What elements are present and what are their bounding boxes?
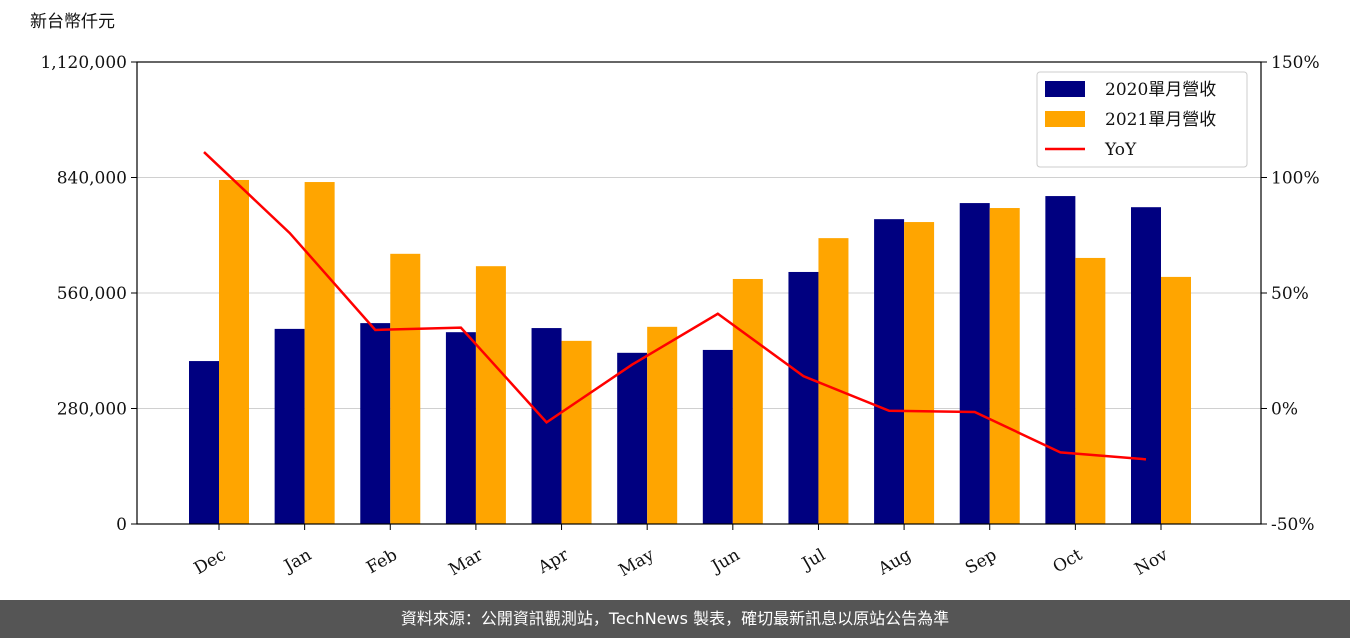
legend-label: 2021單月營收 xyxy=(1105,110,1216,130)
legend-swatch xyxy=(1045,81,1085,97)
bar xyxy=(1161,276,1191,524)
bar xyxy=(189,361,219,524)
x-tick-label: Aug xyxy=(874,545,915,580)
y-tick-label: 0 xyxy=(116,515,127,535)
x-tick-label: Nov xyxy=(1131,545,1171,580)
bar xyxy=(904,222,935,525)
bar xyxy=(304,182,335,524)
x-tick-label: Jun xyxy=(707,545,744,578)
legend-box xyxy=(1036,71,1248,168)
y-axis-label: 新台幣仟元 xyxy=(30,12,115,32)
y2-tick-label: 0% xyxy=(1271,400,1298,420)
y2-tick-label: 50% xyxy=(1271,284,1309,304)
bar xyxy=(390,253,421,524)
bar xyxy=(219,179,249,524)
bar xyxy=(475,266,506,524)
x-tick-label: Sep xyxy=(962,545,1000,579)
x-tick-label: Mar xyxy=(446,545,488,581)
y-tick-label: 1,120,000 xyxy=(40,53,127,73)
bar xyxy=(702,349,733,524)
bar xyxy=(617,352,648,524)
legend-label: YoY xyxy=(1104,140,1137,160)
x-tick-label: Oct xyxy=(1050,545,1086,578)
line xyxy=(203,151,1147,461)
chart: 新台幣仟元 0 280,000 560,000 840,000 1,120,000 -50… xyxy=(30,12,1320,581)
x-tick-label: May xyxy=(616,545,659,581)
y-tick-label: 560,000 xyxy=(57,284,127,304)
y2-tick-label: 100% xyxy=(1271,169,1320,189)
footer: 資料來源：公開資訊觀測站，TechNews 製表，確切最新訊息以原站公告為準 xyxy=(0,600,1350,638)
bar xyxy=(874,219,905,524)
y2-tick-label: 150% xyxy=(1271,53,1320,73)
bar xyxy=(647,326,678,524)
bar xyxy=(1131,207,1161,524)
bar xyxy=(1075,257,1106,524)
bar xyxy=(788,271,819,524)
x-tick-label: Dec xyxy=(191,545,230,579)
bar xyxy=(989,208,1020,524)
legend-label: 2020單月營收 xyxy=(1105,80,1216,100)
x-tick-label: Feb xyxy=(363,545,401,578)
bar xyxy=(360,323,391,524)
x-tick-label: Apr xyxy=(534,545,573,579)
bar xyxy=(445,332,476,524)
bar xyxy=(1045,196,1076,524)
y-tick-label: 840,000 xyxy=(57,169,127,189)
bar xyxy=(959,203,990,524)
bar xyxy=(818,238,849,524)
bar xyxy=(732,278,763,524)
bar xyxy=(274,328,305,524)
y-tick-label: 280,000 xyxy=(57,400,127,420)
bar xyxy=(561,340,592,524)
bar xyxy=(531,328,562,524)
y2-tick-label: -50% xyxy=(1271,515,1315,535)
x-tick-label: Jan xyxy=(279,545,315,577)
legend-swatch xyxy=(1045,111,1085,127)
plot-frame xyxy=(136,61,1262,525)
x-tick-label: Jul xyxy=(797,545,829,575)
